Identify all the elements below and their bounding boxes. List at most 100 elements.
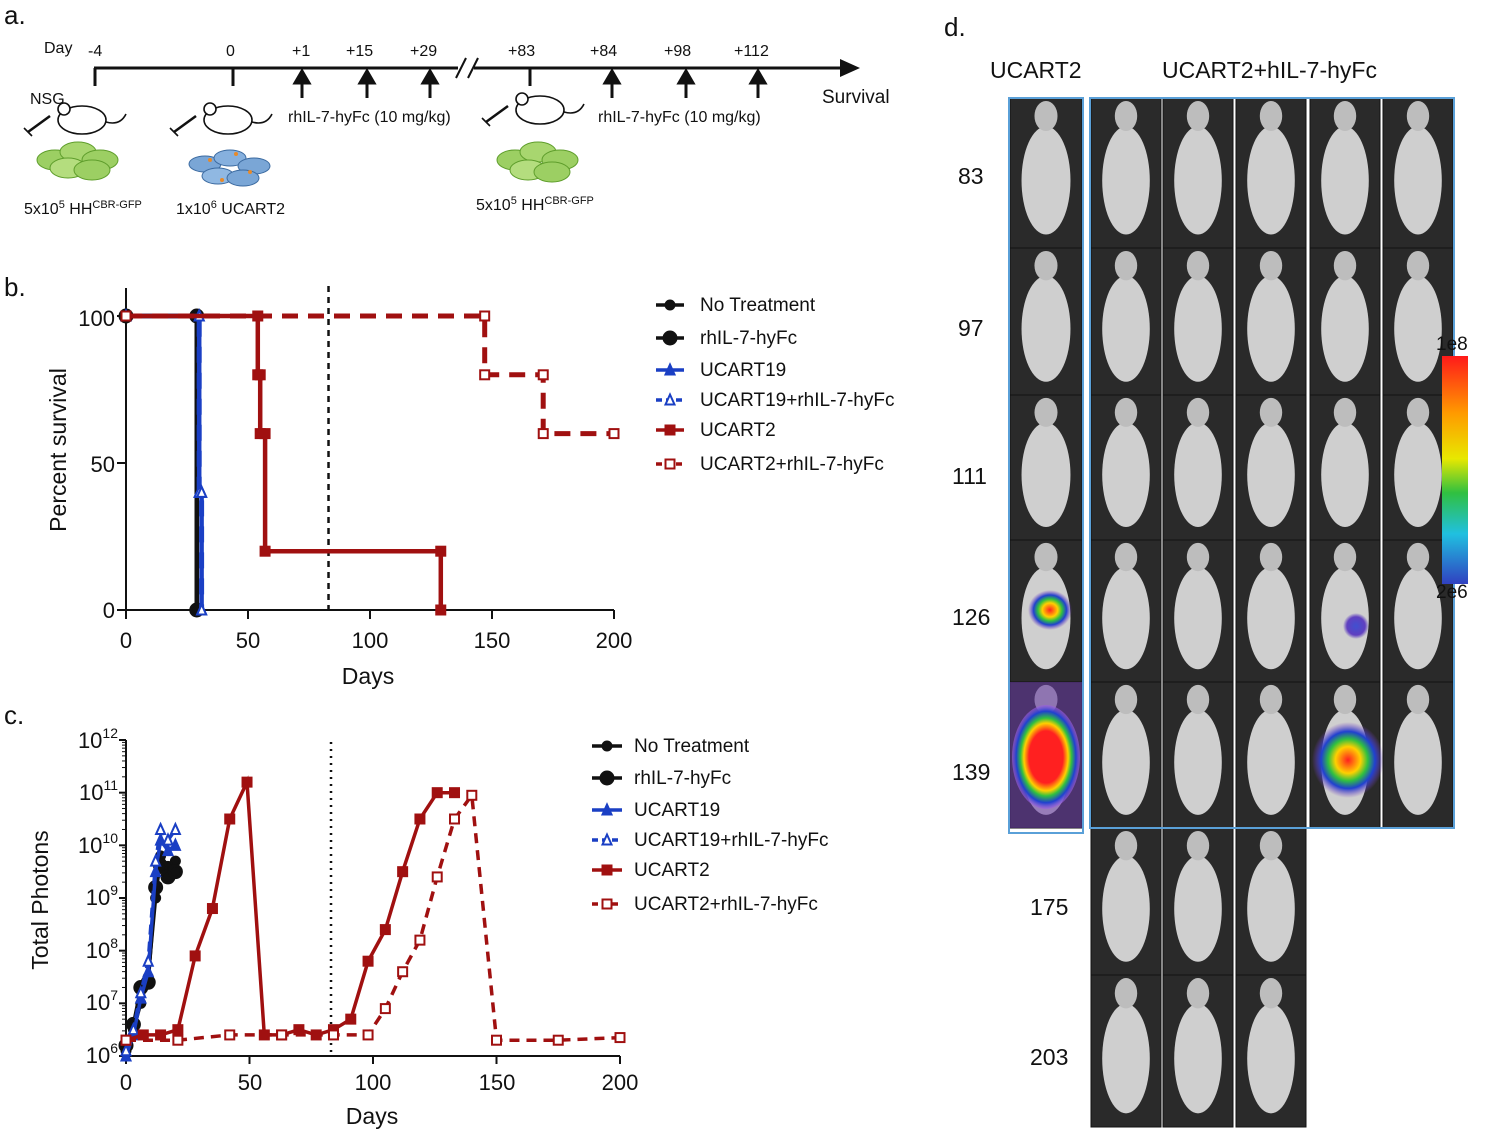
- mouse-head: [1186, 542, 1210, 572]
- mouse-body: [1321, 275, 1369, 382]
- survival-line: [126, 313, 205, 610]
- x-tick-label: 200: [596, 628, 633, 653]
- panel-d: d. UCART2 UCART2+hIL-7-hyFc 83 97 111 12…: [944, 12, 1468, 1128]
- day-tick-label: +83: [508, 43, 535, 60]
- mouse-head: [1186, 397, 1210, 427]
- mouse-head: [1406, 250, 1430, 281]
- mouse-image-ucart2-il7: [1162, 539, 1234, 683]
- mouse-head: [1034, 542, 1058, 572]
- bli-signal: [1343, 613, 1369, 639]
- legend-marker: [600, 802, 614, 816]
- mouse-body: [1021, 126, 1071, 235]
- photon-point: [449, 787, 461, 799]
- mouse-body: [1174, 566, 1222, 670]
- survival-line: [126, 313, 200, 610]
- x-tick-label: 50: [238, 1070, 262, 1095]
- mouse-body: [1102, 709, 1150, 815]
- photon-point: [293, 1024, 305, 1036]
- mouse-image-ucart2-il7: [1162, 681, 1234, 829]
- mouse-head: [1114, 101, 1138, 131]
- legend-label: UCART19+rhIL-7-hyFc: [700, 390, 894, 411]
- mouse-head: [1114, 397, 1138, 427]
- mouse-image-ucart2: [1009, 247, 1083, 396]
- photon-point: [414, 813, 426, 825]
- mouse-head: [1034, 397, 1058, 427]
- mouse-image-ucart2-il7: [1162, 97, 1234, 249]
- mouse-body: [1102, 126, 1150, 235]
- mouse-body: [1321, 566, 1369, 670]
- mouse-body: [1394, 709, 1442, 815]
- axis-break-mark: [467, 57, 479, 79]
- mouse-image-ucart2-il7: [1162, 247, 1234, 396]
- legend-marker: [601, 864, 613, 876]
- mouse-image-ucart2-il7: [1090, 394, 1162, 541]
- mouse-head: [1406, 684, 1430, 715]
- legend-b: No Treatment rhIL-7-hyFc UCART19 UCART19…: [656, 295, 894, 475]
- mouse-image-ucart2: [1009, 681, 1083, 829]
- survival-point: [608, 428, 620, 440]
- tick-marks-b: [117, 315, 615, 619]
- survival-line: [126, 313, 200, 610]
- photon-point: [449, 813, 461, 825]
- day-tick-label: +29: [410, 43, 437, 60]
- mouse-body: [1102, 855, 1150, 962]
- mouse-body: [1394, 275, 1442, 382]
- mouse-image-ucart2: [1009, 97, 1083, 249]
- photon-point: [414, 934, 426, 946]
- mouse-head: [1114, 542, 1138, 572]
- mouse-body: [1247, 709, 1295, 815]
- x-tick-label: 0: [120, 1070, 132, 1095]
- y-tick-label: 1011: [79, 777, 118, 805]
- survival-label: Survival: [822, 87, 890, 108]
- day-tick-label: +1: [292, 43, 310, 60]
- panel-a: a. Day -4 0 +1 +15 +29 +83 +84 +98 +112 …: [4, 0, 890, 218]
- mouse-body: [1174, 1003, 1222, 1114]
- mouse-image-ucart2-il7: [1235, 827, 1307, 976]
- mouse-image-ucart2-il7: [1090, 97, 1162, 249]
- mouse-body: [1247, 855, 1295, 962]
- mouse-body: [1102, 1003, 1150, 1114]
- legend-marker: [663, 392, 677, 406]
- photon-point: [155, 1029, 167, 1041]
- photon-point: [224, 1029, 236, 1041]
- bli-image-grid: [1008, 97, 1455, 1128]
- dose-arrow-icon: [676, 68, 696, 85]
- mouse-image-ucart2-il7: [1090, 974, 1162, 1128]
- mouse-body: [1102, 566, 1150, 670]
- day-row-label: 111: [952, 463, 987, 489]
- photon-point: [362, 955, 374, 967]
- legend-label: UCART2+rhIL-7-hyFc: [634, 894, 818, 915]
- mouse-image-ucart2-il7: [1382, 97, 1454, 249]
- mouse-head: [1034, 101, 1058, 131]
- legend-label: No Treatment: [700, 295, 816, 316]
- legend-marker: [664, 458, 676, 470]
- legend-marker: [663, 362, 677, 376]
- mouse-image-ucart2-il7: [1309, 97, 1381, 249]
- dose-arrow-icon: [420, 68, 440, 85]
- survival-point: [435, 604, 447, 616]
- legend-label: No Treatment: [634, 736, 750, 757]
- legend-label: UCART19: [700, 360, 786, 381]
- mouse-body: [1247, 275, 1295, 382]
- photon-point: [161, 832, 175, 846]
- panel-b: b. 100 50 0 0 50 100 150 200 Days Percen…: [4, 272, 894, 689]
- x-tick-label: 200: [602, 1070, 639, 1095]
- panel-label-b: b.: [4, 272, 26, 302]
- timeline-day-label: Day: [44, 40, 72, 57]
- mouse-body: [1174, 275, 1222, 382]
- mouse-image-ucart2-il7: [1382, 681, 1454, 829]
- x-tick-label: 0: [120, 628, 132, 653]
- x-tick-label: 100: [352, 628, 389, 653]
- photon-point: [169, 821, 182, 836]
- bli-signal: [1312, 722, 1384, 798]
- x-axis-title-b: Days: [342, 663, 394, 689]
- y-axis-title-c: Total Photons: [27, 830, 53, 969]
- photon-point: [154, 821, 167, 836]
- tumor-cells-icon: [36, 141, 119, 181]
- photon-point: [431, 871, 443, 883]
- dose-label-1: rhIL-7-hyFc (10 mg/kg): [288, 109, 451, 126]
- photon-point: [189, 950, 201, 962]
- photon-point: [345, 1013, 357, 1025]
- plot-area-b: [118, 286, 620, 618]
- photon-point: [241, 776, 253, 788]
